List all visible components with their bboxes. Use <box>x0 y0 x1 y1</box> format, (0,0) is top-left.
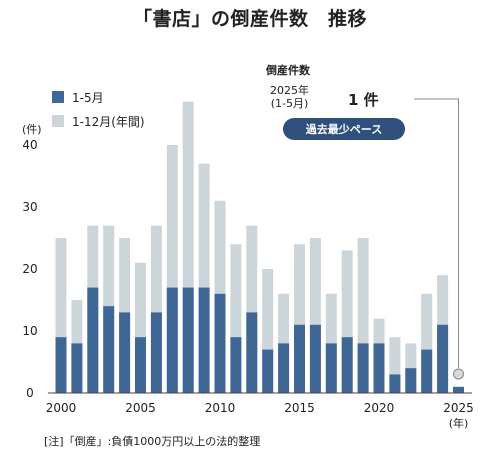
y-tick-label: 20 <box>22 262 37 276</box>
bar-1-5-2000 <box>55 337 67 393</box>
bar-annual-2005 <box>135 262 146 393</box>
bar-annual-2015 <box>294 244 305 393</box>
bar-1-5-2023 <box>421 349 433 393</box>
callout-leader-line <box>414 98 459 368</box>
y-tick-label: 30 <box>22 200 37 214</box>
callout-year-line1: 2025年 <box>270 84 309 97</box>
y-tick-label: 0 <box>26 386 34 400</box>
legend-swatch-1-5 <box>52 91 64 103</box>
bar-annual-2012 <box>246 225 258 393</box>
y-tick-label: 40 <box>22 138 37 152</box>
bar-1-5-2014 <box>278 343 290 393</box>
bar-annual-2013 <box>262 269 274 393</box>
x-tick-label: 2015 <box>284 401 315 415</box>
bar-1-5-2019 <box>357 343 369 393</box>
bar-annual-2007 <box>166 145 178 393</box>
legend-item-1-5: 1-5月 <box>52 88 145 106</box>
bar-1-5-2007 <box>166 287 178 393</box>
footnote: [注]「倒産」:負債1000万円以上の法的整理 <box>44 435 261 448</box>
callout-value: 1 件 <box>348 91 379 109</box>
legend-label-annual: 1-12月(年間) <box>72 114 145 129</box>
bar-1-5-2003 <box>103 306 115 393</box>
legend-label-1-5: 1-5月 <box>72 90 104 105</box>
x-axis-unit: (年) <box>449 416 469 430</box>
bar-1-5-2001 <box>71 343 83 393</box>
bar-1-5-2008 <box>182 287 194 393</box>
callout-year-line2: (1-5月) <box>270 97 309 110</box>
callout-marker-dot <box>453 368 464 380</box>
bar-1-5-2017 <box>325 343 337 393</box>
y-axis-unit: (件) <box>22 123 42 136</box>
bar-1-5-2015 <box>294 324 305 393</box>
bar-1-5-2021 <box>389 374 401 393</box>
x-tick-label: 2010 <box>205 401 236 415</box>
bar-1-5-2020 <box>373 343 385 393</box>
bar-annual-2000 <box>55 238 67 393</box>
x-tick-label: 2000 <box>46 401 77 415</box>
bar-1-5-2010 <box>214 293 226 393</box>
bar-1-5-2005 <box>135 337 146 393</box>
y-tick-label: 10 <box>22 324 37 338</box>
bar-1-5-2025 <box>453 386 464 393</box>
bar-1-5-2024 <box>437 324 449 393</box>
bar-1-5-2006 <box>150 312 162 393</box>
bar-annual-2009 <box>198 163 210 393</box>
bar-1-5-2016 <box>309 324 321 393</box>
bar-1-5-2002 <box>87 287 99 393</box>
bar-annual-2019 <box>357 238 369 393</box>
bar-annual-2011 <box>230 244 242 393</box>
bar-annual-2018 <box>341 250 353 393</box>
legend-item-annual: 1-12月(年間) <box>52 112 145 130</box>
legend-swatch-annual <box>52 115 64 127</box>
record-low-badge: 過去最少ペース <box>283 118 405 140</box>
bar-1-5-2012 <box>246 312 258 393</box>
bar-annual-2008 <box>182 101 194 393</box>
callout-year: 2025年 (1-5月) <box>270 84 309 110</box>
bar-1-5-2018 <box>341 337 353 393</box>
chart-title: 「書店」の倒産件数 推移 <box>132 8 367 30</box>
bar-annual-2016 <box>309 238 321 393</box>
x-tick-label: 2020 <box>364 401 395 415</box>
bar-annual-2006 <box>150 225 162 393</box>
bar-1-5-2011 <box>230 337 242 393</box>
bar-1-5-2004 <box>119 312 131 393</box>
bar-1-5-2022 <box>405 368 417 393</box>
legend: 1-5月 1-12月(年間) <box>52 88 145 136</box>
bar-annual-2021 <box>389 337 401 393</box>
callout-label: 倒産件数 <box>266 64 310 77</box>
bar-annual-2023 <box>421 293 433 393</box>
bar-1-5-2013 <box>262 349 274 393</box>
x-tick-label: 2005 <box>125 401 156 415</box>
x-tick-label: 2025 <box>443 401 474 415</box>
bar-1-5-2009 <box>198 287 210 393</box>
